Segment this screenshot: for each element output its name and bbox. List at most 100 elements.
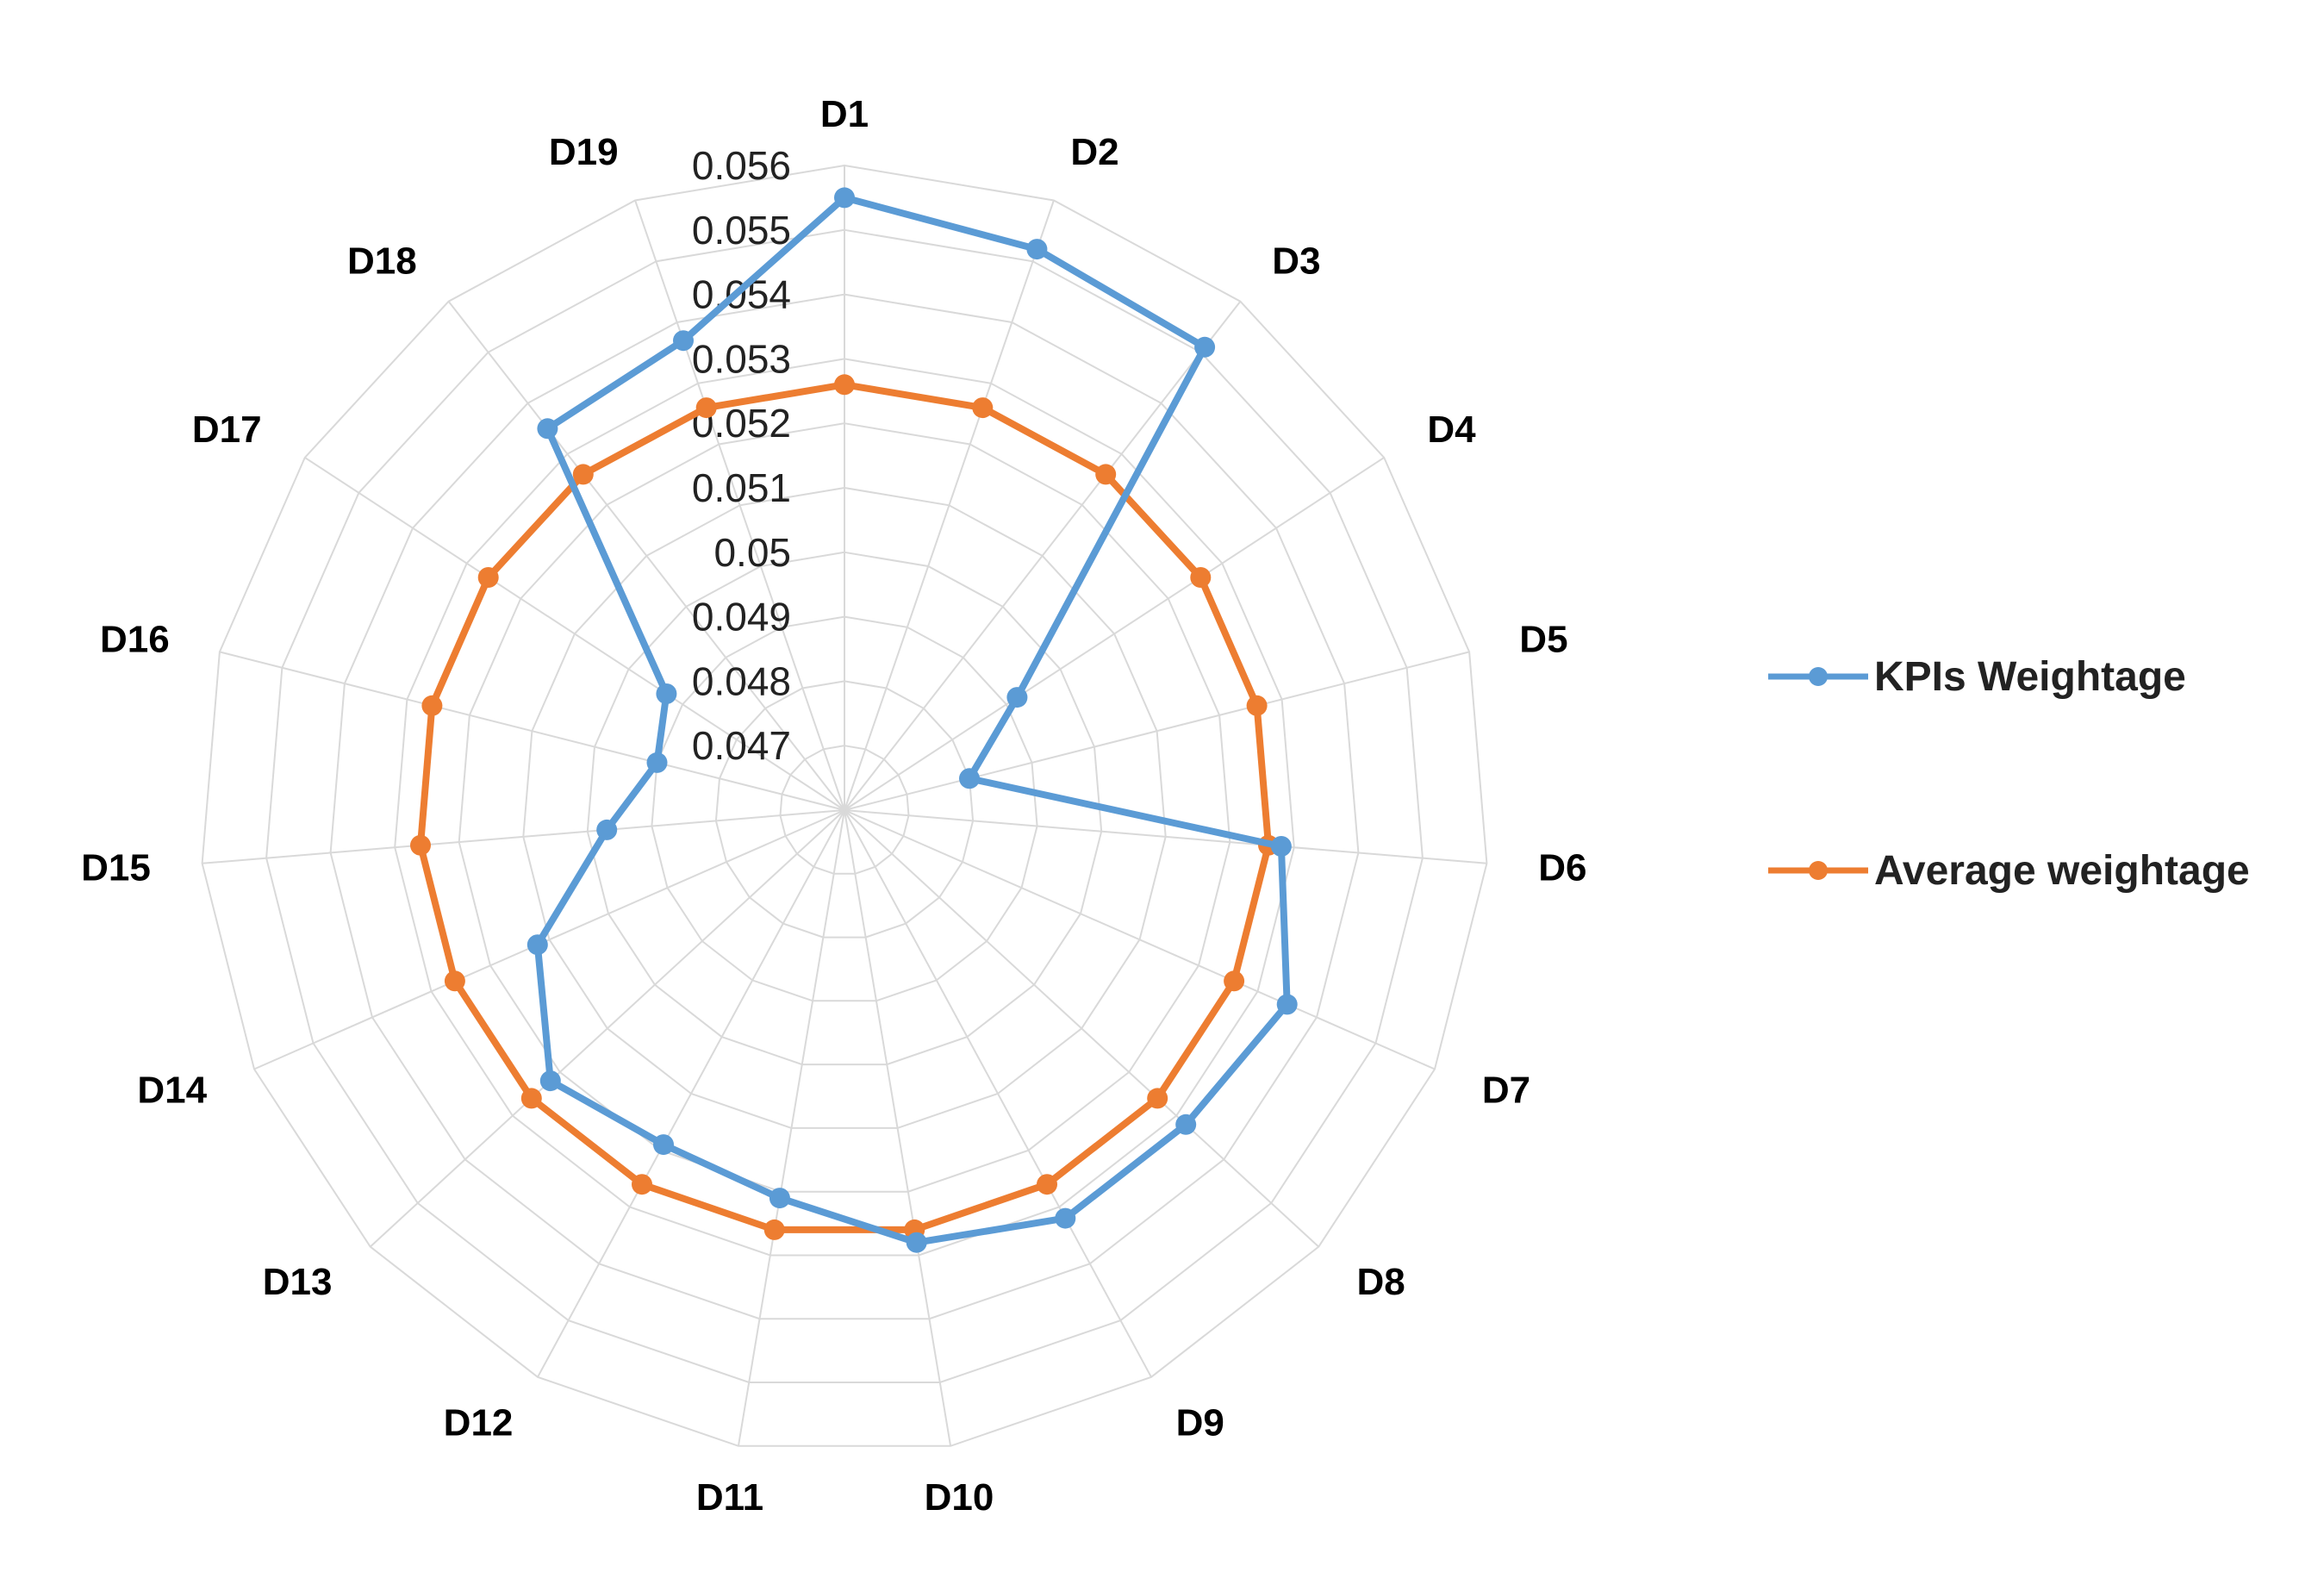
grid-ring-8 bbox=[329, 293, 1360, 1320]
category-label-d15: D15 bbox=[81, 847, 151, 889]
grid-ring-4 bbox=[586, 551, 1103, 1066]
grid-ring-6 bbox=[458, 422, 1231, 1193]
point-kpis-d7[interactable] bbox=[1276, 994, 1298, 1015]
category-label-d6: D6 bbox=[1538, 847, 1586, 889]
tick-label: 0.051 bbox=[692, 465, 791, 510]
point-kpis-d5[interactable] bbox=[959, 768, 980, 789]
point-kpis-d11[interactable] bbox=[769, 1188, 790, 1209]
legend-item-kpis[interactable]: KPIs Weightage bbox=[1768, 654, 2186, 700]
spoke-d8 bbox=[844, 809, 1319, 1248]
point-kpis-d9[interactable] bbox=[1055, 1207, 1076, 1229]
tick-label: 0.055 bbox=[692, 208, 791, 253]
category-label-d12: D12 bbox=[444, 1402, 514, 1444]
category-label-d4: D4 bbox=[1427, 409, 1476, 451]
legend-marker-average bbox=[1809, 861, 1828, 880]
point-kpis-d10[interactable] bbox=[906, 1232, 927, 1253]
point-average-d13[interactable] bbox=[520, 1088, 542, 1109]
tick-label: 0.053 bbox=[692, 336, 791, 381]
spoke-d2 bbox=[844, 200, 1055, 811]
point-average-d11[interactable] bbox=[763, 1219, 785, 1240]
point-kpis-d18[interactable] bbox=[537, 418, 558, 440]
category-label-d2: D2 bbox=[1070, 131, 1118, 173]
spoke-d13 bbox=[370, 809, 845, 1248]
category-label-d8: D8 bbox=[1357, 1261, 1405, 1303]
point-average-d12[interactable] bbox=[632, 1174, 652, 1195]
spoke-d19 bbox=[634, 200, 845, 811]
point-kpis-d19[interactable] bbox=[673, 330, 694, 352]
grid-layer bbox=[201, 164, 1488, 1447]
point-average-d1[interactable] bbox=[834, 374, 855, 396]
point-kpis-d12[interactable] bbox=[653, 1134, 674, 1156]
tick-label: 0.048 bbox=[692, 658, 791, 703]
point-kpis-d15[interactable] bbox=[596, 819, 618, 840]
point-average-d5[interactable] bbox=[1246, 695, 1268, 716]
series-average bbox=[410, 374, 1279, 1240]
point-average-d9[interactable] bbox=[1037, 1174, 1057, 1195]
spoke-d18 bbox=[447, 301, 845, 811]
spoke-d14 bbox=[253, 809, 845, 1070]
point-kpis-d14[interactable] bbox=[526, 934, 548, 956]
point-average-d14[interactable] bbox=[444, 970, 465, 992]
point-kpis-d13[interactable] bbox=[539, 1070, 561, 1092]
grid-ring-2 bbox=[714, 680, 975, 939]
point-average-d19[interactable] bbox=[695, 397, 717, 419]
point-average-d8[interactable] bbox=[1147, 1088, 1168, 1109]
category-label-d18: D18 bbox=[347, 240, 417, 282]
point-average-d16[interactable] bbox=[421, 695, 443, 716]
series-layer bbox=[410, 187, 1298, 1253]
category-label-d16: D16 bbox=[100, 619, 170, 661]
legend-item-average[interactable]: Average weightage bbox=[1768, 848, 2250, 894]
point-kpis-d16[interactable] bbox=[646, 752, 668, 773]
point-kpis-d17[interactable] bbox=[656, 683, 677, 704]
point-average-d4[interactable] bbox=[1190, 567, 1212, 588]
point-average-d15[interactable] bbox=[410, 834, 431, 856]
grid-ring-7 bbox=[394, 358, 1295, 1257]
category-label-d19: D19 bbox=[549, 131, 619, 173]
spoke-d10 bbox=[844, 809, 952, 1446]
point-kpis-d6[interactable] bbox=[1270, 836, 1292, 857]
series-kpis bbox=[526, 187, 1298, 1253]
legend: KPIs Weightage Average weightage bbox=[1768, 654, 2250, 894]
spoke-d3 bbox=[844, 301, 1242, 811]
point-kpis-d1[interactable] bbox=[834, 187, 855, 209]
legend-label-kpis: KPIs Weightage bbox=[1874, 654, 2186, 700]
series-line-average bbox=[417, 381, 1272, 1233]
series-line-kpis bbox=[533, 194, 1291, 1246]
point-kpis-d4[interactable] bbox=[1006, 687, 1028, 708]
tick-label: 0.047 bbox=[692, 723, 791, 768]
point-average-d3[interactable] bbox=[1095, 464, 1117, 485]
point-average-d18[interactable] bbox=[572, 464, 594, 485]
tick-label: 0.054 bbox=[692, 272, 791, 317]
point-average-d17[interactable] bbox=[477, 567, 499, 588]
grid-ring-9 bbox=[265, 228, 1424, 1383]
category-label-d5: D5 bbox=[1519, 619, 1567, 661]
category-label-d7: D7 bbox=[1482, 1070, 1530, 1112]
spoke-d9 bbox=[844, 809, 1152, 1378]
category-label-d11: D11 bbox=[696, 1476, 763, 1519]
legend-marker-kpis bbox=[1809, 667, 1828, 686]
legend-label-average: Average weightage bbox=[1874, 848, 2250, 894]
category-label-d17: D17 bbox=[192, 409, 262, 451]
category-label-d3: D3 bbox=[1272, 240, 1320, 282]
category-label-d1: D1 bbox=[820, 93, 869, 135]
point-kpis-d3[interactable] bbox=[1194, 336, 1216, 358]
spoke-d16 bbox=[219, 651, 845, 811]
spoke-d15 bbox=[202, 809, 845, 864]
tick-labels: 0.0470.0480.0490.050.0510.0520.0530.0540… bbox=[692, 143, 791, 768]
category-label-d9: D9 bbox=[1176, 1402, 1224, 1444]
spoke-d6 bbox=[844, 809, 1487, 864]
point-average-d2[interactable] bbox=[972, 397, 994, 419]
point-average-d7[interactable] bbox=[1224, 970, 1245, 992]
tick-label: 0.056 bbox=[692, 143, 791, 188]
grid-ring-1 bbox=[779, 745, 910, 875]
tick-label: 0.05 bbox=[713, 530, 791, 575]
point-kpis-d2[interactable] bbox=[1026, 239, 1048, 260]
category-label-d13: D13 bbox=[263, 1261, 333, 1303]
spoke-d17 bbox=[304, 457, 845, 811]
grid-ring-10 bbox=[201, 164, 1488, 1447]
point-kpis-d8[interactable] bbox=[1175, 1114, 1197, 1135]
category-labels: D1 D2 D3 D4 D5 D6 D7 D8 D9 D10 D11 D12 D13 D14 D15 D16 D… bbox=[81, 93, 1586, 1519]
grid-ring-5 bbox=[522, 486, 1167, 1129]
tick-label: 0.049 bbox=[692, 595, 791, 639]
spoke-d11 bbox=[737, 809, 845, 1446]
